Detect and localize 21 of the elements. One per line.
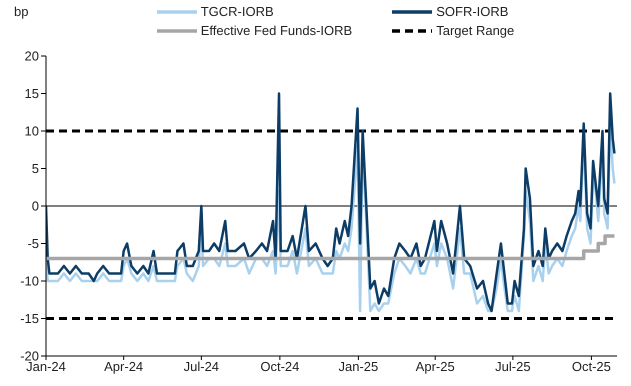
x-tick-label: Oct-25 bbox=[572, 359, 611, 374]
y-tick-label: 15 bbox=[24, 86, 39, 102]
y-tick-label: 20 bbox=[24, 48, 39, 64]
x-tick-label: Jul-25 bbox=[495, 359, 531, 374]
legend-label: Target Range bbox=[436, 23, 514, 38]
y-tick-label: 0 bbox=[32, 198, 39, 214]
x-tick-label: Jul-24 bbox=[184, 359, 220, 374]
x-tick-label: Jan-24 bbox=[26, 359, 66, 374]
x-tick-label: Apr-24 bbox=[104, 359, 144, 374]
y-tick-label: -10 bbox=[20, 274, 39, 289]
y-tick-label: 5 bbox=[32, 161, 39, 176]
x-tick-label: Oct-24 bbox=[260, 359, 300, 374]
legend-label: TGCR-IORB bbox=[200, 4, 274, 19]
x-tick-label: Apr-25 bbox=[416, 359, 455, 374]
x-tick-label: Jan-25 bbox=[338, 359, 378, 374]
y-tick-label: -5 bbox=[27, 236, 39, 252]
legend-label: SOFR-IORB bbox=[436, 4, 508, 19]
y-axis-title: bp bbox=[14, 4, 28, 19]
y-tick-label: -15 bbox=[20, 311, 39, 326]
legend-label: Effective Fed Funds-IORB bbox=[200, 23, 352, 38]
y-tick-label: 10 bbox=[24, 124, 39, 139]
